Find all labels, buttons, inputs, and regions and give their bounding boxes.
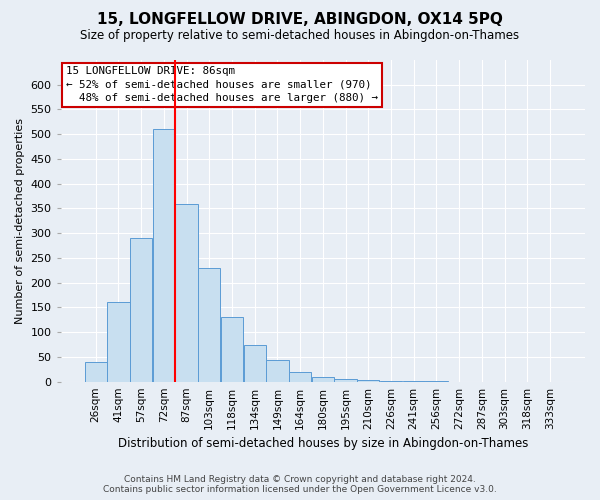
- Bar: [266, 360, 289, 382]
- Bar: [221, 318, 243, 382]
- Bar: [312, 376, 334, 382]
- X-axis label: Distribution of semi-detached houses by size in Abingdon-on-Thames: Distribution of semi-detached houses by …: [118, 437, 528, 450]
- Bar: [85, 362, 107, 382]
- Bar: [244, 344, 266, 382]
- Bar: [380, 380, 402, 382]
- Text: 15, LONGFELLOW DRIVE, ABINGDON, OX14 5PQ: 15, LONGFELLOW DRIVE, ABINGDON, OX14 5PQ: [97, 12, 503, 28]
- Bar: [357, 380, 379, 382]
- Y-axis label: Number of semi-detached properties: Number of semi-detached properties: [15, 118, 25, 324]
- Bar: [107, 302, 130, 382]
- Text: 15 LONGFELLOW DRIVE: 86sqm
← 52% of semi-detached houses are smaller (970)
  48%: 15 LONGFELLOW DRIVE: 86sqm ← 52% of semi…: [66, 66, 378, 103]
- Bar: [130, 238, 152, 382]
- Bar: [175, 204, 197, 382]
- Text: Size of property relative to semi-detached houses in Abingdon-on-Thames: Size of property relative to semi-detach…: [80, 29, 520, 42]
- Bar: [334, 379, 357, 382]
- Text: Contains HM Land Registry data © Crown copyright and database right 2024.
Contai: Contains HM Land Registry data © Crown c…: [103, 474, 497, 494]
- Bar: [289, 372, 311, 382]
- Bar: [152, 130, 175, 382]
- Bar: [198, 268, 220, 382]
